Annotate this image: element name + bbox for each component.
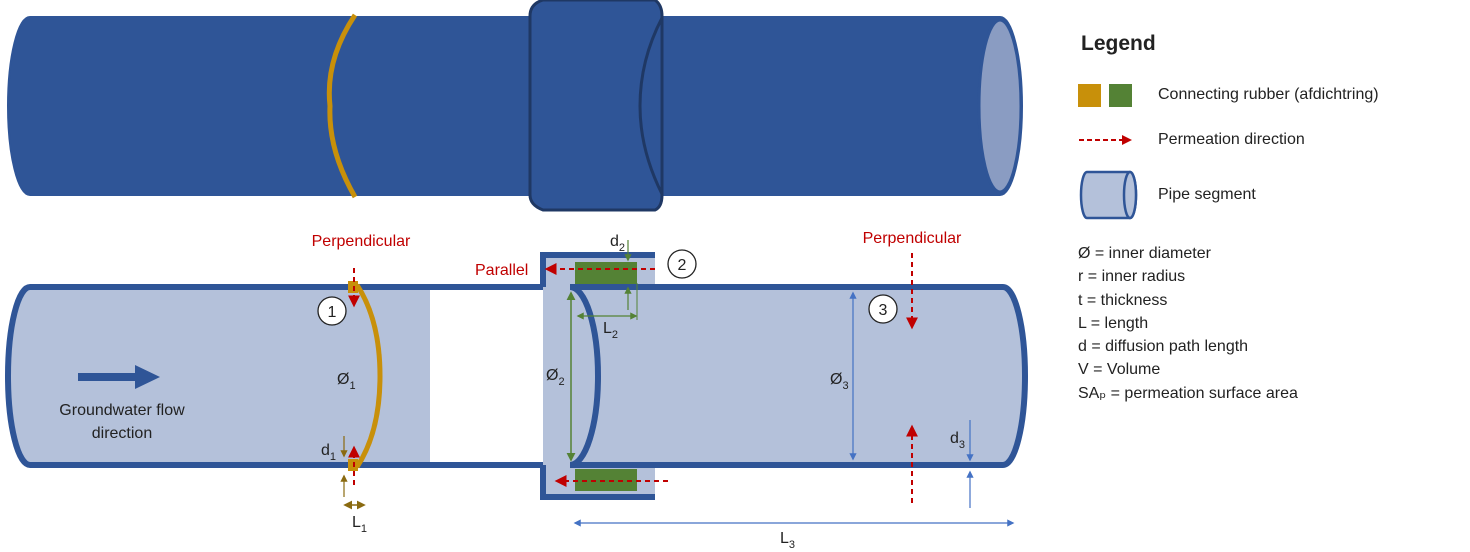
pipe-cross-section [5, 252, 1028, 500]
exterior-pipe-view [7, 0, 1023, 212]
definition-surface-area: SAₚ = permeation surface area [1078, 384, 1298, 402]
red-dashed-arrow-icon [1079, 135, 1132, 145]
legend: Legend Connecting rubber (afdichtring) P… [1078, 32, 1458, 402]
legend-label-permeation: Permeation direction [1158, 131, 1305, 148]
exterior-socket-edge [638, 17, 664, 195]
pipe-diagram: 1 2 3 Perpendicular Perpendicular Parall… [5, 0, 1028, 551]
rubber-seal-bottom [575, 469, 637, 491]
right-pipe-body [570, 287, 1025, 465]
definitions-list: Ø = inner diameter r = inner radius t = … [1078, 242, 1298, 405]
exterior-pipe-end [977, 18, 1023, 194]
marker-3-label: 3 [879, 302, 888, 319]
legend-item-pipe: Pipe segment [1078, 170, 1256, 220]
parallel-label: Parallel [475, 262, 528, 279]
legend-item-permeation: Permeation direction [1078, 125, 1305, 155]
dia-3-label: Ø3 [830, 371, 849, 392]
marker-1-label: 1 [328, 304, 337, 321]
dia-1-label: Ø1 [337, 371, 356, 392]
exterior-rubber-ring [326, 13, 358, 199]
rubber-swatch-icon [1109, 83, 1132, 107]
marker-2-label: 2 [678, 257, 687, 274]
l-2-label: L2 [603, 320, 618, 341]
dia-2-label: Ø2 [546, 367, 565, 388]
rubber-seal-top [575, 262, 637, 284]
marker-1: 1 [317, 296, 347, 326]
flow-label-line2: direction [92, 425, 152, 442]
definition-diameter: Ø = inner diameter [1078, 245, 1211, 262]
d-2-label: d2 [610, 233, 625, 254]
d-1-label: d1 [321, 442, 336, 463]
permeation-arrows [348, 253, 918, 503]
marker-2: 2 [667, 249, 697, 279]
definition-diffusion: d = diffusion path length [1078, 338, 1249, 356]
definition-volume: V = Volume [1078, 361, 1161, 379]
spigot-end [569, 284, 601, 468]
exterior-pipe-body [7, 16, 1023, 196]
rubber-swatch-icon [1078, 83, 1101, 107]
definition-thickness: t = thickness [1078, 291, 1168, 309]
l-3-label: L3 [780, 530, 795, 551]
exterior-socket [528, 0, 664, 212]
l-1-label: L1 [352, 514, 367, 535]
perpendicular-label-1: Perpendicular [312, 233, 411, 250]
d-3-label: d3 [950, 430, 965, 451]
legend-label-rubber: Connecting rubber (afdichtring) [1158, 86, 1379, 103]
left-pipe-body [8, 287, 430, 465]
marker-3: 3 [868, 294, 898, 324]
perpendicular-label-3: Perpendicular [863, 230, 962, 247]
legend-label-pipe: Pipe segment [1158, 186, 1256, 203]
pipe-segment-icon [1079, 170, 1138, 220]
rubber-ring-section [354, 283, 383, 469]
legend-item-rubber: Connecting rubber (afdichtring) [1078, 80, 1379, 110]
definition-length: L = length [1078, 314, 1149, 332]
socket-wall [540, 252, 655, 500]
definition-radius: r = inner radius [1078, 268, 1186, 286]
legend-title: Legend [1081, 32, 1156, 55]
dimension-lines [340, 240, 1015, 527]
flow-label-line1: Groundwater flow [59, 402, 185, 419]
